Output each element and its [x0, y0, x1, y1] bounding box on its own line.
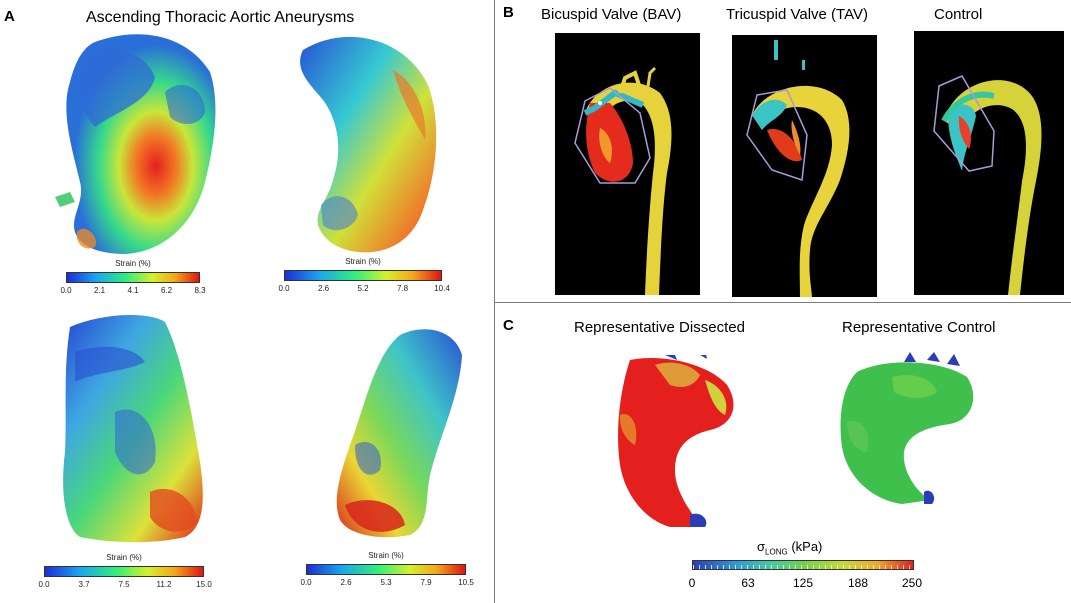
colorbar-a3-ticks: 0.0 3.7 7.5 11.2 15.0: [38, 577, 211, 589]
colorbar-a2-tick: 2.6: [317, 284, 330, 293]
colorbar-a1-tick: 4.1: [127, 286, 139, 295]
colorbar-a3-tick: 15.0: [196, 580, 212, 589]
colorbar-a1-tick: 8.3: [194, 286, 206, 295]
colorbar-a3-tick: 0.0: [38, 580, 50, 589]
aneurysm-model-3: [63, 315, 203, 543]
colorbar-a4-label: Strain (%): [368, 551, 404, 560]
colorbar-a1-tick: 2.1: [93, 286, 106, 295]
panel-a-title: Ascending Thoracic Aortic Aneurysms: [86, 9, 355, 26]
colorbar-a3-tick: 11.2: [156, 580, 172, 589]
sigma-symbol: σ: [757, 539, 766, 554]
colorbar-a1: Strain (%) 0.0 2.1 4.1 6.2 8.3: [60, 259, 205, 295]
panel-c-tick: 188: [847, 576, 869, 590]
horizontal-divider: [494, 302, 1071, 303]
dissected-model: [618, 355, 734, 527]
unit-label: (kPa): [787, 539, 823, 554]
colorbar-a2-tick: 0.0: [278, 284, 290, 293]
colorbar-a3-gradient: [44, 566, 204, 577]
colorbar-a4-tick: 0.0: [300, 578, 312, 587]
colorbar-a4-ticks: 0.0 2.6 5.3 7.9 10.5: [300, 575, 473, 587]
colorbar-a2-tick: 7.8: [396, 284, 409, 293]
panel-b-title-control: Control: [934, 6, 983, 23]
panel-a-letter: A: [4, 8, 15, 25]
panel-c-colorbar: [692, 560, 914, 570]
colorbar-a1-gradient: [66, 272, 200, 283]
panel-c-colorbar-title: σLONG (kPa): [757, 539, 822, 557]
colorbar-a1-tick: 6.2: [160, 286, 173, 295]
sigma-subscript: LONG: [765, 547, 788, 557]
colorbar-a4: Strain (%) 0.0 2.6 5.3 7.9 10.5: [300, 551, 473, 587]
aneurysm-model-2: [300, 36, 437, 253]
colorbar-a2-tick: 5.2: [357, 284, 369, 293]
panel-c-title-control: Representative Control: [842, 319, 996, 336]
mri-control-image: [914, 31, 1064, 295]
colorbar-a3-tick: 7.5: [118, 580, 130, 589]
control-model: [840, 352, 974, 504]
panel-c-tick: 125: [792, 576, 814, 590]
mri-bav-image: [555, 33, 700, 295]
colorbar-a1-tick: 0.0: [60, 286, 72, 295]
panel-b-letter: B: [503, 4, 514, 21]
colorbar-a4-tick: 2.6: [340, 578, 352, 587]
colorbar-a1-label: Strain (%): [115, 259, 151, 268]
colorbar-a3-label: Strain (%): [106, 553, 142, 562]
panel-c-colorbar-hatch: [693, 565, 913, 569]
colorbar-a3: Strain (%) 0.0 3.7 7.5 11.2 15.0: [38, 553, 211, 589]
aneurysm-model-1: [55, 34, 216, 254]
colorbar-a3-tick: 3.7: [78, 580, 90, 589]
panel-c-title-dissected: Representative Dissected: [574, 319, 745, 336]
panel-c-tick: 63: [741, 576, 755, 590]
colorbar-a2-tick: 10.4: [434, 284, 450, 293]
panel-b-title-bav: Bicuspid Valve (BAV): [541, 6, 682, 23]
colorbar-a4-tick: 10.5: [458, 578, 474, 587]
colorbar-a4-gradient: [306, 564, 466, 575]
colorbar-a2: Strain (%) 0.0 2.6 5.2 7.8 10.4: [278, 257, 449, 293]
vertical-divider: [494, 0, 495, 603]
panel-c-letter: C: [503, 317, 514, 334]
panel-c-tick: 250: [901, 576, 923, 590]
colorbar-a2-gradient: [284, 270, 442, 281]
colorbar-a2-ticks: 0.0 2.6 5.2 7.8 10.4: [278, 281, 449, 293]
mri-tav-image: [732, 35, 877, 297]
colorbar-a2-label: Strain (%): [345, 257, 381, 266]
colorbar-a1-ticks: 0.0 2.1 4.1 6.2 8.3: [60, 283, 205, 295]
colorbar-a4-tick: 7.9: [420, 578, 432, 587]
aneurysm-model-4: [336, 329, 462, 538]
panel-c-tick: 0: [688, 576, 696, 590]
colorbar-a4-tick: 5.3: [380, 578, 392, 587]
panel-b-title-tav: Tricuspid Valve (TAV): [726, 6, 868, 23]
